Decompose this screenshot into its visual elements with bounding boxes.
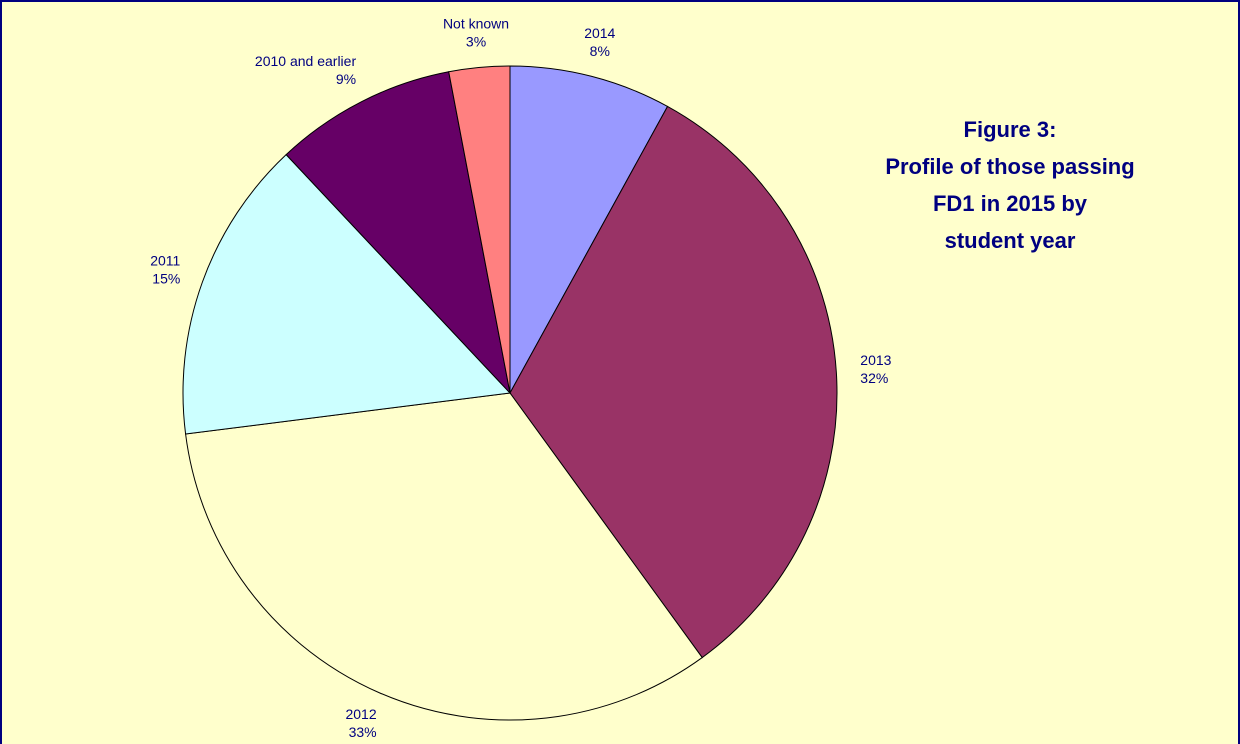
pie-slice [448, 65, 511, 394]
pie-slice [182, 153, 512, 435]
slice-label: 2013 [860, 352, 891, 368]
slice-value-label: 33% [349, 724, 377, 740]
chart-title: Figure 3: [964, 117, 1057, 142]
slice-label: 2011 [150, 252, 180, 268]
slice-label: Not known [443, 15, 509, 31]
slice-value-label: 15% [152, 270, 180, 286]
slice-value-label: 8% [590, 43, 610, 59]
slice-label: 2012 [345, 706, 376, 722]
chart-title: FD1 in 2015 by [933, 191, 1088, 216]
slice-value-label: 9% [336, 71, 356, 87]
slice-label: 2010 and earlier [255, 53, 357, 69]
chart-title: student year [945, 228, 1076, 253]
pie-slice [185, 392, 703, 721]
chart-title: Profile of those passing [885, 154, 1134, 179]
pie-slice [285, 71, 511, 395]
slice-value-label: 3% [466, 33, 486, 49]
slice-label: 2014 [584, 25, 615, 41]
slice-value-label: 32% [860, 370, 888, 386]
pie-slice [509, 105, 838, 659]
pie-slice [509, 65, 669, 394]
pie [182, 65, 838, 721]
